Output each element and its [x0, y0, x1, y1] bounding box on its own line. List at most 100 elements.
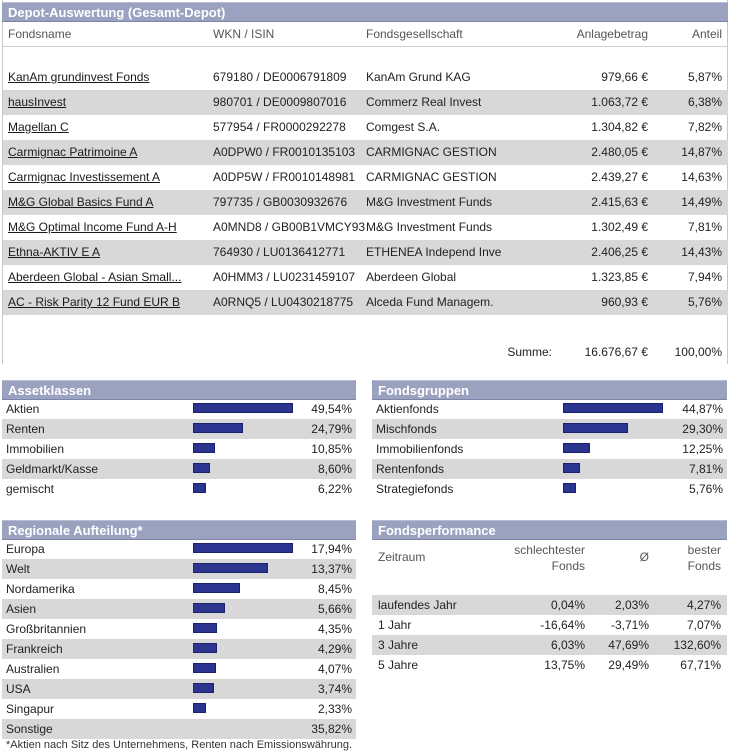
assetklassen-label: gemischt	[6, 482, 55, 496]
perf-head-worst-line2: Fonds	[551, 559, 585, 573]
assetklassen-bar	[193, 463, 210, 473]
perf-best: 4,27%	[686, 598, 721, 612]
regionen-value: 4,07%	[317, 662, 352, 676]
perf-head-zeitraum: Zeitraum	[378, 550, 426, 564]
fund-name-link[interactable]: hausInvest	[8, 95, 67, 109]
perf-zeitraum: 5 Jahre	[378, 658, 419, 672]
regionen-value: 5,66%	[317, 602, 352, 616]
fund-anteil: 7,94%	[687, 270, 722, 284]
regionen-value: 17,94%	[311, 542, 352, 556]
regionen-label: Nordamerika	[6, 582, 75, 596]
fund-gesellschaft: Commerz Real Invest	[366, 95, 482, 109]
fund-gesellschaft: CARMIGNAC GESTION	[366, 145, 497, 159]
regionen-label: Sonstige	[6, 722, 53, 736]
performance-panel: Zeitraum schlechtester Fonds Ø bester Fo…	[372, 539, 727, 679]
fund-wkn: A0RNQ5 / LU0430218775	[213, 295, 354, 309]
depot-summe: Summe: 16.676,67 € 100,00%	[3, 342, 728, 362]
fondsgruppen-label: Immobilienfonds	[376, 442, 464, 456]
fondsgruppen-value: 29,30%	[682, 422, 723, 436]
depot-row: hausInvest 980701 / DE0009807016 Commerz R…	[3, 90, 728, 115]
assetklassen-value: 6,22%	[317, 482, 352, 496]
assetklassen-label: Renten	[6, 422, 45, 436]
fund-name-link[interactable]: Carmignac Investissement A	[8, 170, 161, 184]
perf-head-worst-line1: schlechtester	[514, 543, 585, 557]
regionen-bar	[193, 703, 206, 713]
perf-head-best-line2: Fonds	[687, 559, 721, 573]
fund-anteil: 14,43%	[681, 245, 722, 259]
regionen-label: Frankreich	[6, 642, 63, 656]
performance-title: Fondsperformance	[372, 520, 727, 540]
regionen-row: Großbritannien 4,35%	[2, 619, 356, 639]
fund-anteil: 7,82%	[687, 120, 722, 134]
fund-name-link[interactable]: M&G Global Basics Fund A	[8, 195, 154, 209]
fund-gesellschaft: Alceda Fund Managem.	[366, 295, 494, 309]
assetklassen-row: gemischt 6,22%	[2, 479, 356, 499]
fondsgruppen-row: Aktienfonds 44,87%	[372, 399, 727, 419]
fund-anlagebetrag: 2.406,25 €	[591, 245, 648, 259]
fondsgruppen-label: Rentenfonds	[376, 462, 445, 476]
fund-anteil: 5,87%	[687, 70, 722, 84]
summe-anteil: 100,00%	[674, 345, 722, 359]
fund-anlagebetrag: 1.063,72 €	[591, 95, 648, 109]
fondsgruppen-bar	[563, 443, 590, 453]
regionen-row: Welt 13,37%	[2, 559, 356, 579]
perf-zeitraum: laufendes Jahr	[378, 598, 457, 612]
col-anlagebetrag[interactable]: Anlagebetrag	[576, 27, 648, 41]
regionen-row: Europa 17,94%	[2, 539, 356, 559]
fund-anteil: 6,38%	[687, 95, 722, 109]
perf-row: 5 Jahre 13,75% 29,49% 67,71%	[372, 655, 727, 675]
fund-name-link[interactable]: Carmignac Patrimoine A	[8, 145, 138, 159]
col-fondsname[interactable]: Fondsname	[8, 27, 72, 41]
fund-anteil: 14,63%	[681, 170, 722, 184]
fund-wkn: A0DP5W / FR0010148981	[213, 170, 356, 184]
fondsgruppen-value: 12,25%	[682, 442, 723, 456]
fondsgruppen-title: Fondsgruppen	[372, 380, 727, 400]
assetklassen-bar	[193, 443, 215, 453]
regionen-value: 4,35%	[317, 622, 352, 636]
fund-name-link[interactable]: Magellan C	[8, 120, 69, 134]
regionen-label: Singapur	[6, 702, 55, 716]
depot-row: M&G Optimal Income Fund A-H A0MND8 / GB00…	[3, 215, 728, 240]
fund-anlagebetrag: 960,93 €	[601, 295, 648, 309]
perf-best: 132,60%	[673, 638, 721, 652]
regionen-bar	[193, 583, 240, 593]
depot-row: KanAm grundinvest Fonds 679180 / DE000679…	[3, 65, 728, 90]
col-wkn[interactable]: WKN / ISIN	[213, 27, 275, 41]
col-gesellschaft[interactable]: Fondsgesellschaft	[366, 27, 463, 41]
perf-head-best: bester Fonds	[688, 542, 721, 574]
fund-wkn: 797735 / GB0030932676	[213, 195, 348, 209]
fund-anlagebetrag: 2.415,63 €	[591, 195, 648, 209]
regionen-bar	[193, 563, 268, 573]
depot-title: Depot-Auswertung (Gesamt-Depot)	[2, 2, 728, 22]
perf-row: 3 Jahre 6,03% 47,69% 132,60%	[372, 635, 727, 655]
fund-anteil: 5,76%	[687, 295, 722, 309]
assetklassen-row: Renten 24,79%	[2, 419, 356, 439]
regionen-value: 4,29%	[317, 642, 352, 656]
assetklassen-value: 10,85%	[311, 442, 352, 456]
fund-wkn: 980701 / DE0009807016	[213, 95, 347, 109]
regionen-row: Nordamerika 8,45%	[2, 579, 356, 599]
fondsgruppen-panel: Aktienfonds 44,87% Mischfonds 29,30% Immobil…	[372, 399, 727, 499]
fondsgruppen-bar	[563, 463, 580, 473]
assetklassen-value: 8,60%	[317, 462, 352, 476]
fund-gesellschaft: M&G Investment Funds	[366, 220, 493, 234]
regionen-row: Asien 5,66%	[2, 599, 356, 619]
perf-best: 7,07%	[686, 618, 721, 632]
fund-wkn: A0MND8 / GB00B1VMCY93	[213, 220, 366, 234]
fund-name-link[interactable]: AC - Risk Parity 12 Fund EUR B	[8, 295, 181, 309]
regionen-label: Welt	[6, 562, 30, 576]
perf-head-worst: schlechtester Fonds	[514, 542, 585, 574]
depot-row: M&G Global Basics Fund A 797735 / GB00309…	[3, 190, 728, 215]
fund-name-link[interactable]: Ethna-AKTIV E A	[8, 245, 101, 259]
regionen-panel: Europa 17,94% Welt 13,37% Nordamerika 8,45% As…	[2, 539, 356, 739]
fund-name-link[interactable]: M&G Optimal Income Fund A-H	[8, 220, 177, 234]
depot-frame	[2, 0, 728, 364]
regionen-label: Asien	[6, 602, 37, 616]
assetklassen-row: Immobilien 10,85%	[2, 439, 356, 459]
col-anteil[interactable]: Anteil	[691, 27, 722, 41]
fund-anteil: 14,87%	[681, 145, 722, 159]
fund-name-link[interactable]: KanAm grundinvest Fonds	[8, 70, 150, 84]
assetklassen-bar	[193, 403, 293, 413]
assetklassen-title: Assetklassen	[2, 380, 356, 400]
fund-name-link[interactable]: Aberdeen Global - Asian Small...	[8, 270, 182, 284]
